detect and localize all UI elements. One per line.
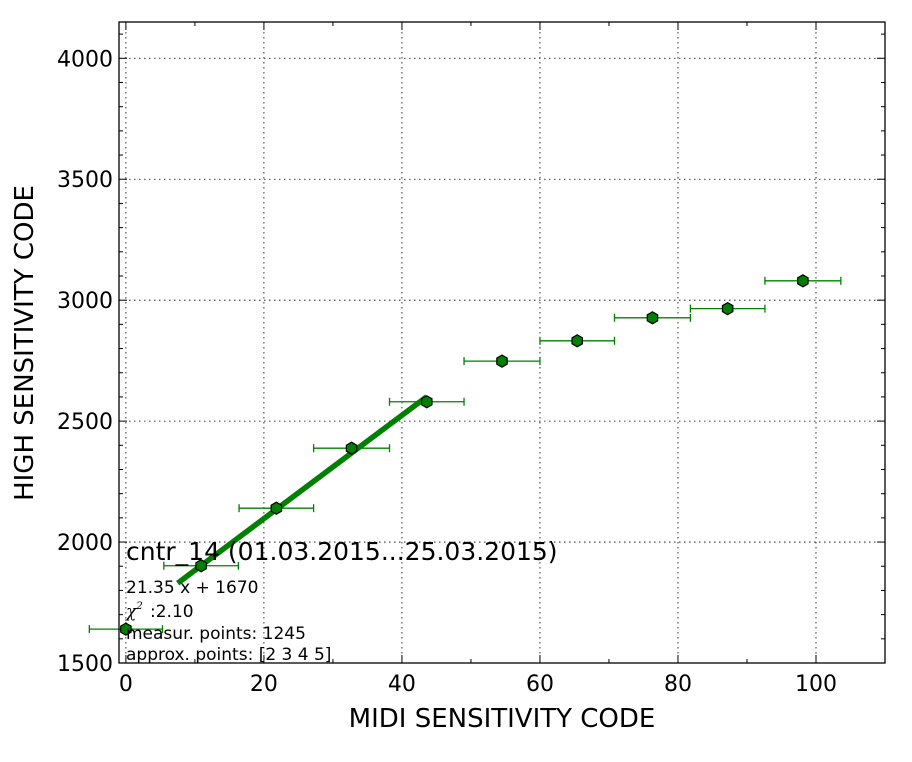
point-marker (345, 441, 358, 455)
data-point (539, 334, 616, 348)
data-point (764, 274, 842, 288)
x-tick-label: 100 (795, 672, 837, 697)
x-tick-label: 20 (250, 672, 278, 697)
point-marker (646, 311, 659, 325)
plot-frame (118, 21, 886, 664)
data-point (163, 559, 240, 573)
data-point (689, 301, 766, 316)
annotation-title: cntr_14 (01.03.2015...25.03.2015) (126, 537, 558, 566)
y-tick-label: 4000 (57, 47, 113, 72)
x-tick-label: 40 (388, 672, 416, 697)
data-point (463, 354, 541, 368)
grid (119, 22, 885, 664)
point-marker (571, 334, 584, 348)
annotation-approx: approx. points: [2 3 4 5] (126, 645, 331, 665)
data-points (88, 274, 842, 636)
data-point (238, 501, 315, 515)
data-point (388, 395, 465, 409)
annotation-chi2: :2.10 (150, 602, 194, 622)
data-point (312, 441, 391, 455)
y-tick-label: 3000 (57, 289, 113, 314)
y-tick-label: 2500 (57, 410, 113, 435)
x-tick-label: 0 (119, 672, 133, 697)
y-tick-label: 3500 (57, 168, 113, 193)
ticks (119, 22, 885, 664)
y-tick-label: 2000 (57, 531, 113, 556)
point-marker (270, 501, 283, 515)
y-tick-label: 1500 (57, 652, 113, 677)
tick-labels: 0 20 40 60 80 100 1500 2000 2500 3000 3500 4000 (57, 47, 837, 697)
annotation: cntr_14 (01.03.2015...25.03.2015) 21.35 … (125, 537, 558, 665)
point-marker (496, 354, 508, 368)
x-tick-label: 80 (664, 672, 692, 697)
point-marker (120, 622, 132, 636)
x-axis-label: MIDI SENSITIVITY CODE (349, 704, 656, 734)
point-marker (721, 301, 734, 316)
point-marker (797, 274, 809, 288)
point-marker (195, 559, 207, 573)
x-tick-label: 60 (526, 672, 554, 697)
annotation-chi2-symbol: χ2 (125, 601, 143, 622)
fit-line-group (176, 394, 429, 586)
point-marker (420, 395, 433, 409)
annotation-measur: measur. points: 1245 (126, 624, 306, 644)
fit-line (176, 394, 429, 586)
annotation-fit: 21.35 x + 1670 (126, 578, 258, 598)
y-axis-label: HIGH SENSITIVITY CODE (10, 185, 40, 501)
data-point (88, 622, 164, 636)
data-point (613, 311, 692, 325)
